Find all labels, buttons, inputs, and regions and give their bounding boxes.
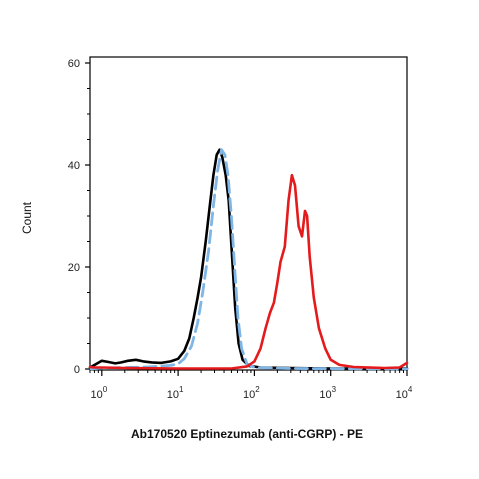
x-tick-label: 104 — [396, 385, 413, 401]
y-tick-label: 60 — [68, 58, 80, 70]
series-black-line — [88, 148, 409, 370]
y-axis-title: Count — [20, 201, 34, 234]
x-axis-title: Ab170520 Eptinezumab (anti-CGRP) - PE — [131, 427, 363, 441]
y-tick-label: 40 — [68, 160, 80, 172]
x-axis-ticks: 100 101 102 103 104 — [89, 370, 413, 401]
plot-frame — [89, 56, 408, 371]
plot-border — [89, 56, 408, 371]
x-tick-label: 102 — [243, 385, 260, 401]
x-tick-label: 103 — [319, 385, 336, 401]
x-tick-label: 100 — [90, 385, 107, 401]
y-tick-label: 20 — [68, 262, 80, 274]
series-blue-dashed-line — [88, 148, 409, 371]
series-red-line — [88, 173, 409, 370]
x-tick-label: 101 — [167, 385, 184, 401]
series-layer — [88, 148, 409, 371]
y-tick-label: 0 — [74, 364, 80, 376]
y-axis-ticks: 0 20 40 60 — [68, 58, 90, 376]
